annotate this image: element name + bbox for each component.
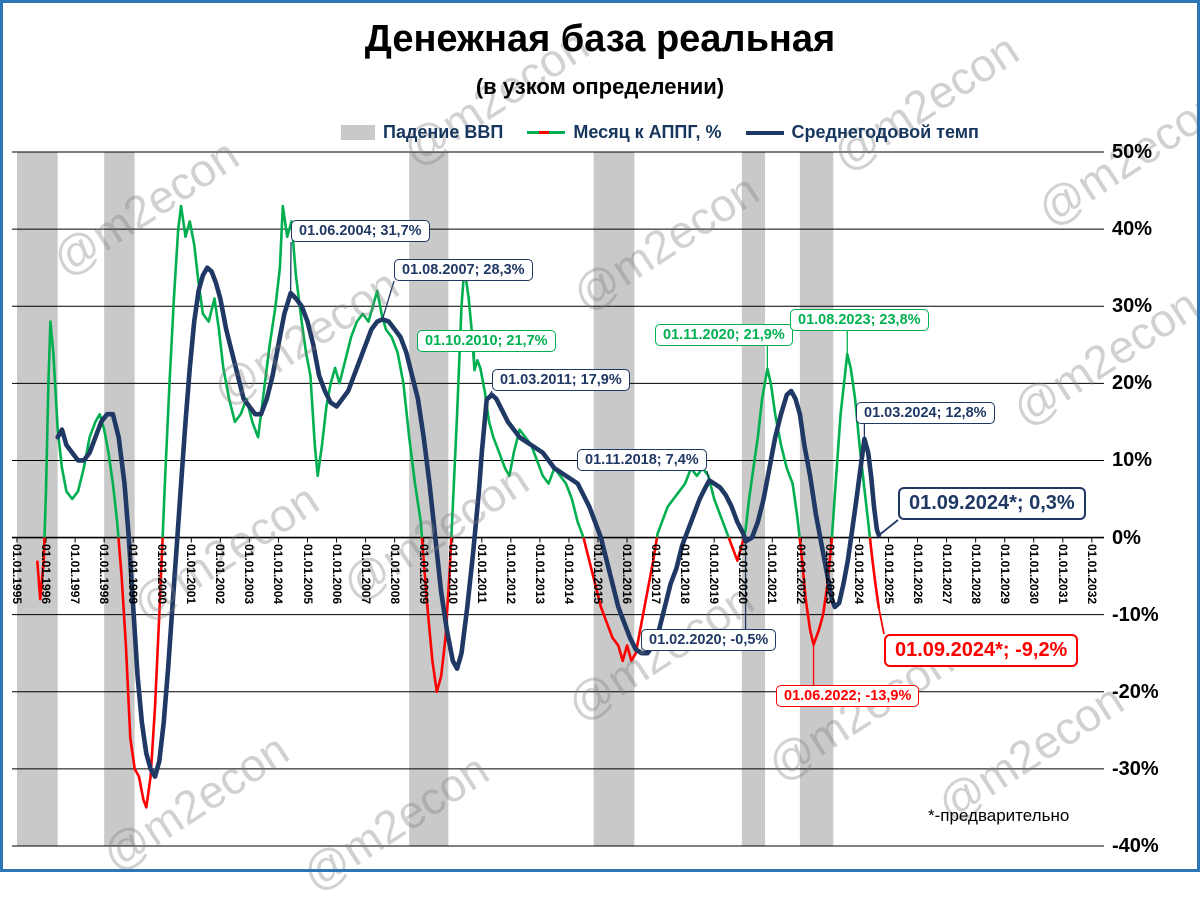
gdp-decline-band-swatch xyxy=(341,125,375,140)
legend-label-gdp-decline: Падение ВВП xyxy=(383,122,503,143)
legend-item-gdp-decline: Падение ВВП xyxy=(341,122,503,143)
chart-legend: Падение ВВП Месяц к АППГ, % Среднегодово… xyxy=(130,122,1190,143)
legend-label-monthly: Месяц к АППГ, % xyxy=(573,122,721,143)
chart-title: Денежная база реальная xyxy=(0,18,1200,61)
legend-item-annual: Среднегодовой темп xyxy=(746,122,979,143)
chart-subtitle: (в узком определении) xyxy=(0,74,1200,100)
footnote: *-предварительно xyxy=(928,806,1069,826)
legend-item-monthly: Месяц к АППГ, % xyxy=(527,122,721,143)
annual-line-swatch xyxy=(746,131,784,135)
legend-label-annual: Среднегодовой темп xyxy=(792,122,979,143)
monthly-line-swatch xyxy=(527,131,565,135)
